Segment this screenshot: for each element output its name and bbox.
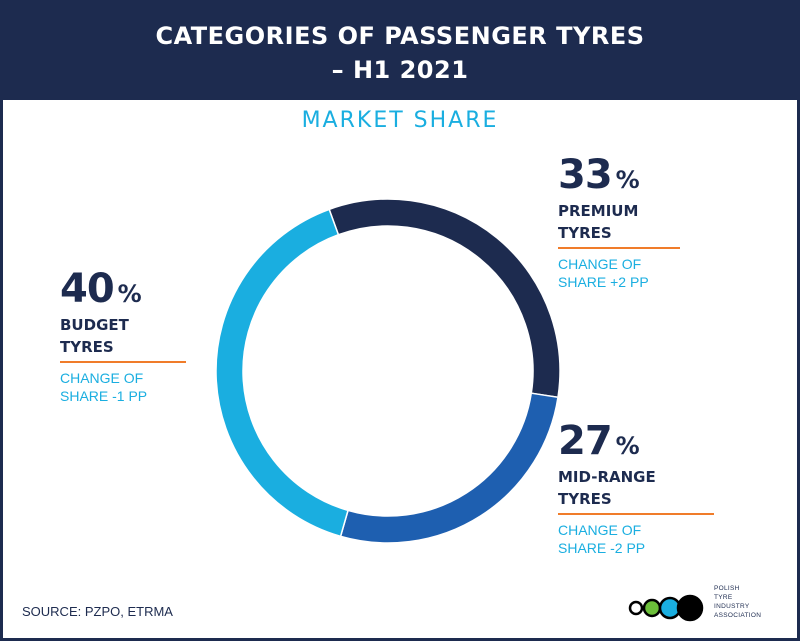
midrange-name-line1: MID-RANGE (558, 468, 656, 486)
premium-value: 33 (558, 152, 613, 198)
premium-change: CHANGE OF SHARE +2 PP (558, 255, 680, 291)
budget-name: BUDGET TYRES (60, 314, 186, 358)
logo-wordmark: POLISH TYRE INDUSTRY ASSOCIATION (714, 584, 761, 620)
premium-change-line1: CHANGE OF (558, 256, 642, 272)
budget-divider (60, 361, 186, 363)
logo-line4: ASSOCIATION (714, 612, 762, 619)
premium-label-block: 33% PREMIUM TYRES CHANGE OF SHARE +2 PP (558, 152, 680, 291)
logo-circles (628, 594, 704, 622)
chart-title-line1: CATEGORIES OF PASSENGER TYRES (155, 22, 645, 50)
budget-name-line2: TYRES (60, 338, 114, 356)
budget-value: 40 (60, 266, 115, 312)
budget-name-line1: BUDGET (60, 316, 129, 334)
midrange-name: MID-RANGE TYRES (558, 466, 714, 510)
premium-name-line2: TYRES (558, 224, 612, 242)
logo-line1: POLISH (714, 585, 740, 592)
logo-line2: TYRE (714, 594, 733, 601)
midrange-change: CHANGE OF SHARE -2 PP (558, 521, 714, 557)
midrange-percent: 27% (558, 418, 714, 464)
premium-name-line1: PREMIUM (558, 202, 639, 220)
midrange-value: 27 (558, 418, 613, 464)
midrange-change-line2: SHARE -2 PP (558, 540, 646, 556)
premium-name: PREMIUM TYRES (558, 200, 680, 244)
budget-change-line1: CHANGE OF (60, 370, 144, 386)
premium-percent: 33% (558, 152, 680, 198)
logo-circle-1 (628, 600, 644, 616)
budget-change-line2: SHARE -1 PP (60, 388, 148, 404)
midrange-label-block: 27% MID-RANGE TYRES CHANGE OF SHARE -2 P… (558, 418, 714, 557)
budget-percent-sign: % (117, 280, 142, 308)
source-note: SOURCE: PZPO, ETRMA (22, 604, 173, 619)
ptia-logo (628, 594, 704, 622)
budget-label-block: 40% BUDGET TYRES CHANGE OF SHARE -1 PP (60, 266, 186, 405)
logo-circle-4 (676, 594, 704, 622)
midrange-change-line1: CHANGE OF (558, 522, 642, 538)
midrange-percent-sign: % (615, 432, 640, 460)
budget-percent: 40% (60, 266, 186, 312)
premium-change-line2: SHARE +2 PP (558, 274, 649, 290)
premium-divider (558, 247, 680, 249)
midrange-name-line2: TYRES (558, 490, 612, 508)
midrange-divider (558, 513, 714, 515)
header-banner: CATEGORIES OF PASSENGER TYRES – H1 2021 (0, 0, 800, 100)
donut-slice-budget-tyres (215, 208, 349, 538)
donut-slice-premium-tyres (328, 198, 561, 399)
donut-slice-mid-range-tyres (339, 392, 559, 544)
premium-percent-sign: % (615, 166, 640, 194)
budget-change: CHANGE OF SHARE -1 PP (60, 369, 186, 405)
logo-line3: INDUSTRY (714, 603, 750, 610)
chart-subtitle: MARKET SHARE (301, 108, 499, 133)
logo-circle-2 (642, 598, 662, 618)
chart-title-line2: – H1 2021 (331, 56, 469, 84)
